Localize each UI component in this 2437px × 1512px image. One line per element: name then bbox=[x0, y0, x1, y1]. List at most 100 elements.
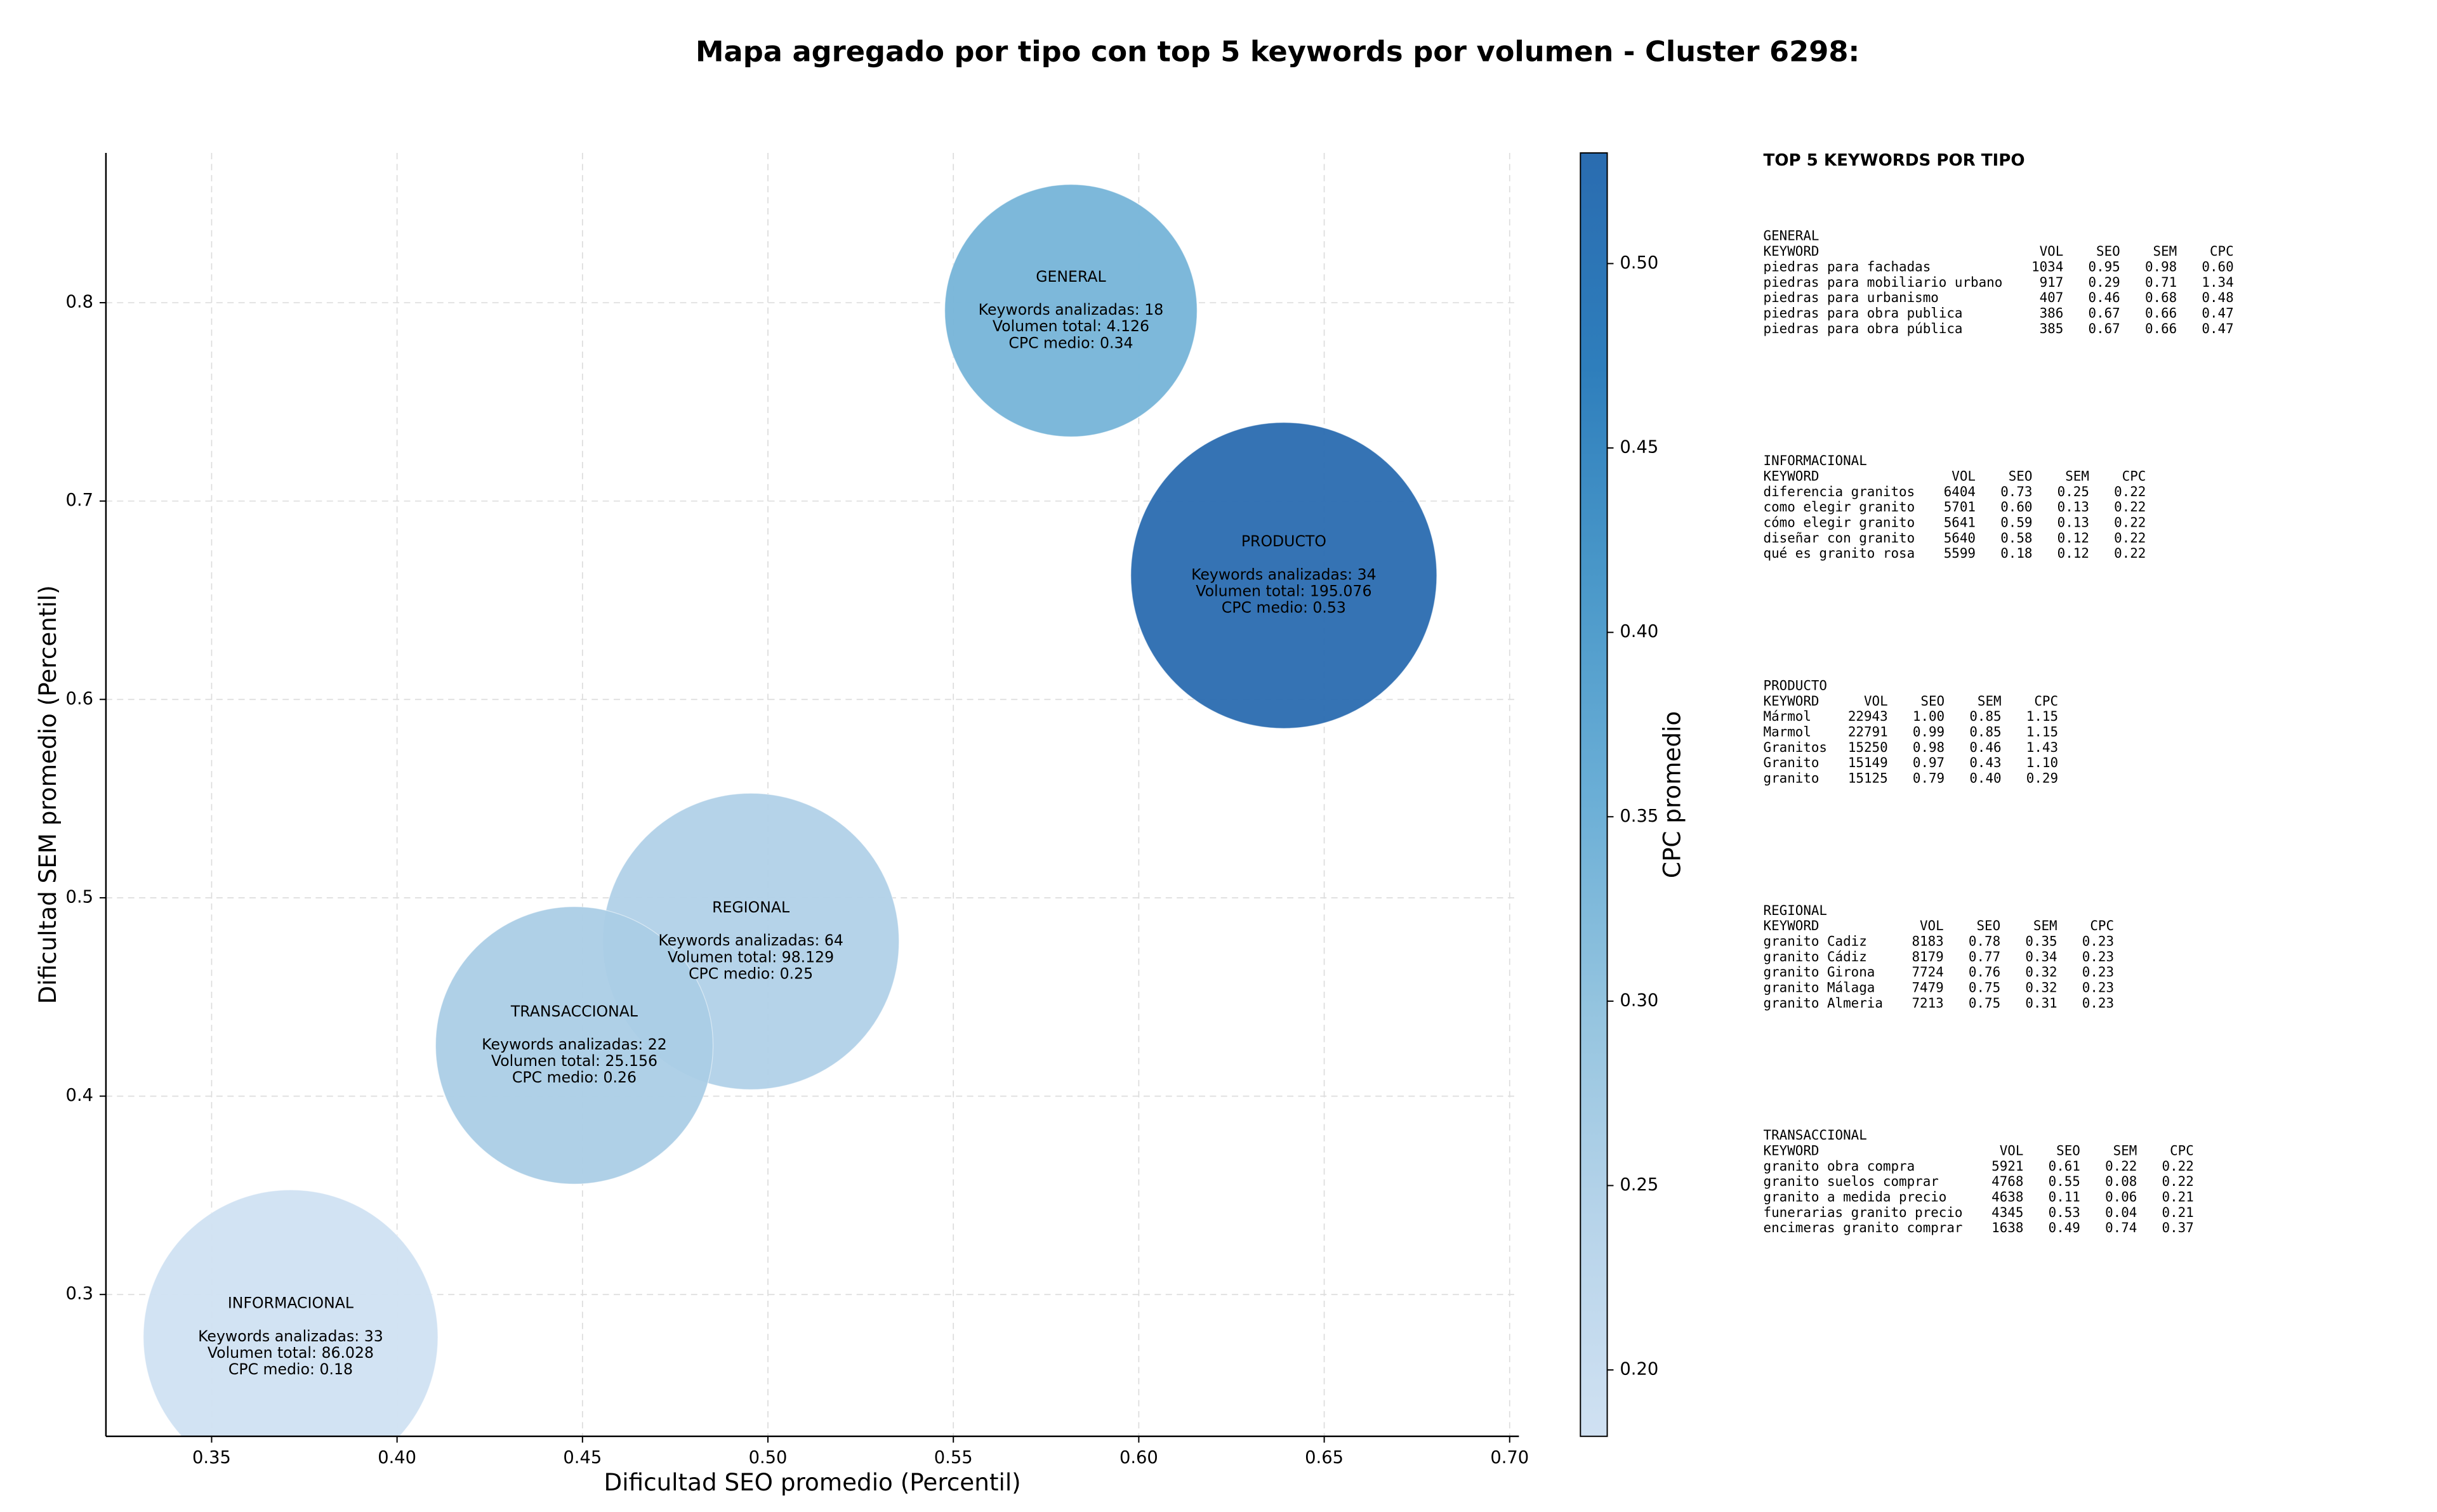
table-cell: granito obra compra bbox=[1764, 1159, 1915, 1174]
y-tick-label: 0.6 bbox=[66, 689, 93, 709]
table-cell: 0.25 bbox=[2057, 484, 2089, 499]
table-cell: 0.13 bbox=[2057, 515, 2089, 530]
table-cell: 0.23 bbox=[2082, 933, 2114, 949]
table-cell: 7213 bbox=[1912, 996, 1943, 1011]
table-header: SEM bbox=[2033, 918, 2057, 933]
table-cell: 0.77 bbox=[1969, 949, 2000, 964]
table-cell: 0.08 bbox=[2105, 1174, 2137, 1189]
table-cell: 0.78 bbox=[1969, 933, 2000, 949]
table-header: VOL bbox=[1920, 918, 1944, 933]
table-cell: 5701 bbox=[1944, 499, 1976, 515]
table-cell: 6404 bbox=[1944, 484, 1976, 499]
table-cell: 0.67 bbox=[2089, 321, 2120, 336]
colorbar-tick-label: 0.45 bbox=[1620, 438, 1658, 457]
table-cell: granito Girona bbox=[1764, 964, 1875, 980]
table-header: SEM bbox=[2113, 1143, 2137, 1158]
table-name: REGIONAL bbox=[1764, 903, 1827, 918]
table-cell: 0.32 bbox=[2025, 980, 2057, 996]
table-cell: 4768 bbox=[1991, 1174, 2023, 1189]
foreground: 0.35 0.40 0.45 0.50 0.55 0.60 0.65 0.70 0.3 0.4 0.… bbox=[66, 152, 2234, 1468]
table-cell: 0.76 bbox=[1969, 964, 2000, 980]
bubble-name: REGIONAL bbox=[712, 898, 790, 916]
bubble-name: INFORMACIONAL bbox=[228, 1294, 354, 1312]
table-cell: 0.97 bbox=[1913, 755, 1945, 770]
y-tick-label: 0.3 bbox=[66, 1284, 93, 1304]
table-cell: 0.23 bbox=[2082, 980, 2114, 996]
table-cell: 0.21 bbox=[2162, 1205, 2194, 1220]
x-tick-label: 0.40 bbox=[378, 1448, 416, 1468]
table-cell: 8183 bbox=[1912, 933, 1943, 949]
table-cell: 0.12 bbox=[2057, 530, 2089, 546]
x-tick-label: 0.45 bbox=[563, 1448, 602, 1468]
table-cell: funerarias granito precio bbox=[1764, 1205, 1963, 1220]
table-cell: granito suelos comprar bbox=[1764, 1174, 1939, 1189]
table-cell: 0.75 bbox=[1969, 996, 2000, 1011]
table-cell: 0.75 bbox=[1969, 980, 2000, 996]
y-axis-label: Dificultad SEM promedio (Percentil) bbox=[34, 585, 62, 1004]
table-cell: Mármol bbox=[1764, 709, 1811, 724]
table-name: TRANSACCIONAL bbox=[1764, 1127, 1867, 1143]
bubble-annotation: Keywords analizadas: 18 bbox=[979, 301, 1164, 319]
table-header: SEO bbox=[2009, 468, 2033, 483]
table-cell: 1.34 bbox=[2202, 275, 2233, 290]
colorbar-tick-label: 0.40 bbox=[1620, 622, 1658, 641]
table-name: INFORMACIONAL bbox=[1764, 453, 1867, 468]
table-cell: 5921 bbox=[1991, 1159, 2023, 1174]
table-cell: piedras para fachadas bbox=[1764, 259, 1931, 274]
table-cell: como elegir granito bbox=[1764, 499, 1915, 515]
table-cell: 0.22 bbox=[2114, 484, 2146, 499]
x-tick-label: 0.70 bbox=[1490, 1448, 1529, 1468]
table-cell: 4345 bbox=[1991, 1205, 2023, 1220]
table-cell: 0.46 bbox=[1969, 740, 2001, 755]
table-cell: granito Cádiz bbox=[1764, 949, 1867, 964]
table-cell: 0.23 bbox=[2082, 964, 2114, 980]
bubble-annotation: Keywords analizadas: 33 bbox=[198, 1327, 383, 1345]
table-cell: 0.79 bbox=[1913, 771, 1945, 786]
table-cell: 0.98 bbox=[1913, 740, 1945, 755]
table-header: SEM bbox=[1978, 694, 2002, 709]
table-cell: 0.32 bbox=[2025, 964, 2057, 980]
table-header: KEYWORD bbox=[1764, 918, 1819, 933]
colorbar-tick-label: 0.35 bbox=[1620, 806, 1658, 826]
table-cell: 1.00 bbox=[1913, 709, 1945, 724]
table-header: CPC bbox=[2210, 244, 2234, 259]
bubble-annotation: CPC medio: 0.26 bbox=[512, 1068, 637, 1086]
table-cell: piedras para obra pública bbox=[1764, 321, 1963, 336]
table-cell: 1034 bbox=[2031, 259, 2063, 274]
bubble-name: PRODUCTO bbox=[1241, 532, 1326, 550]
table-cell: Granitos bbox=[1764, 740, 1827, 755]
bubble bbox=[143, 1189, 439, 1436]
table-cell: 1638 bbox=[1991, 1220, 2023, 1235]
bubble-annotation: Keywords analizadas: 22 bbox=[482, 1035, 667, 1053]
table-cell: cómo elegir granito bbox=[1764, 515, 1915, 530]
x-tick-label: 0.35 bbox=[192, 1448, 231, 1468]
table-cell: granito bbox=[1764, 771, 1819, 786]
table-cell: 0.04 bbox=[2105, 1205, 2137, 1220]
table-cell: 0.95 bbox=[2089, 259, 2120, 274]
table-cell: 407 bbox=[2040, 290, 2064, 305]
table-name: PRODUCTO bbox=[1764, 678, 1827, 693]
table-cell: 0.85 bbox=[1969, 724, 2001, 739]
colorbar bbox=[1580, 152, 1608, 1437]
table-cell: 0.11 bbox=[2049, 1190, 2080, 1205]
table-cell: piedras para urbanismo bbox=[1764, 290, 1939, 305]
bubble-annotation: Volumen total: 98.129 bbox=[668, 948, 834, 966]
table-header: SEO bbox=[1920, 694, 1945, 709]
table-cell: piedras para obra publica bbox=[1764, 305, 1963, 320]
table-cell: 0.68 bbox=[2145, 290, 2177, 305]
bubble-annotation: CPC medio: 0.53 bbox=[1222, 599, 1346, 617]
table-cell: 0.22 bbox=[2114, 546, 2146, 561]
table-header: SEM bbox=[2153, 244, 2177, 259]
y-tick-label: 0.5 bbox=[66, 887, 93, 907]
table-cell: 0.73 bbox=[2000, 484, 2032, 499]
table-cell: 0.12 bbox=[2057, 546, 2089, 561]
table-header: VOL bbox=[1952, 468, 1976, 483]
table-cell: qué es granito rosa bbox=[1764, 546, 1915, 561]
table-header: VOL bbox=[2040, 244, 2064, 259]
table-header: SEO bbox=[1976, 918, 2000, 933]
table-cell: 0.74 bbox=[2105, 1220, 2137, 1235]
table-cell: 0.23 bbox=[2082, 949, 2114, 964]
table-cell: piedras para mobiliario urbano bbox=[1764, 275, 2003, 290]
table-cell: 15149 bbox=[1848, 755, 1888, 770]
table-cell: 0.22 bbox=[2162, 1159, 2194, 1174]
